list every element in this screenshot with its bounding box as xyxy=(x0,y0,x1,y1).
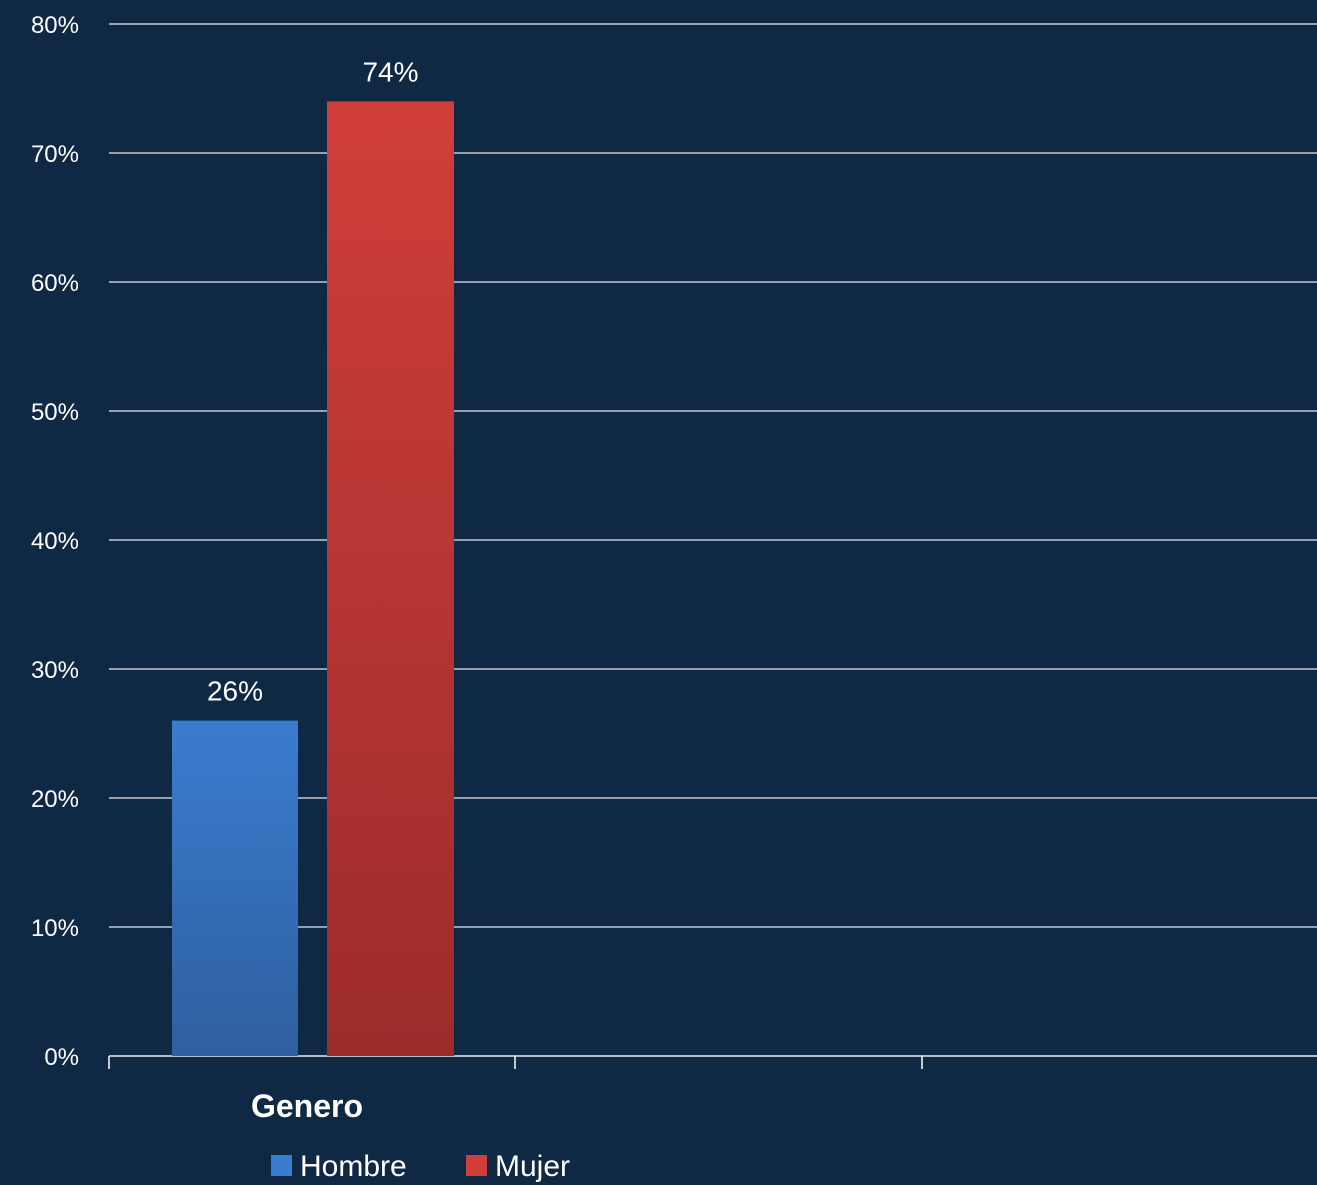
legend-swatch-hombre xyxy=(271,1155,292,1176)
y-tick-label-0: 0% xyxy=(44,1044,79,1071)
y-tick-label-40: 40% xyxy=(31,528,79,555)
label-layer: 26% 74% Genero xyxy=(207,56,419,1124)
data-label-mujer: 74% xyxy=(362,56,418,87)
grid-layer: 0% 10% 20% 30% 40% 50% 60% 70% 80% xyxy=(31,12,1317,1071)
x-category-label: Genero xyxy=(251,1088,363,1124)
bar-mujer xyxy=(327,101,454,1056)
legend-label-hombre: Hombre xyxy=(300,1150,407,1183)
y-tick-label-80: 80% xyxy=(31,12,79,39)
y-tick-label-20: 20% xyxy=(31,786,79,813)
y-tick-label-60: 60% xyxy=(31,270,79,297)
y-tick-label-50: 50% xyxy=(31,399,79,426)
data-label-hombre: 26% xyxy=(207,676,263,707)
y-tick-label-30: 30% xyxy=(31,657,79,684)
y-tick-label-10: 10% xyxy=(31,915,79,942)
bar-hombre xyxy=(172,720,298,1056)
legend-swatch-mujer xyxy=(466,1155,487,1176)
bar-layer xyxy=(172,101,454,1056)
legend-label-mujer: Mujer xyxy=(495,1150,570,1183)
legend: Hombre Mujer xyxy=(271,1150,570,1183)
y-tick-label-70: 70% xyxy=(31,141,79,168)
